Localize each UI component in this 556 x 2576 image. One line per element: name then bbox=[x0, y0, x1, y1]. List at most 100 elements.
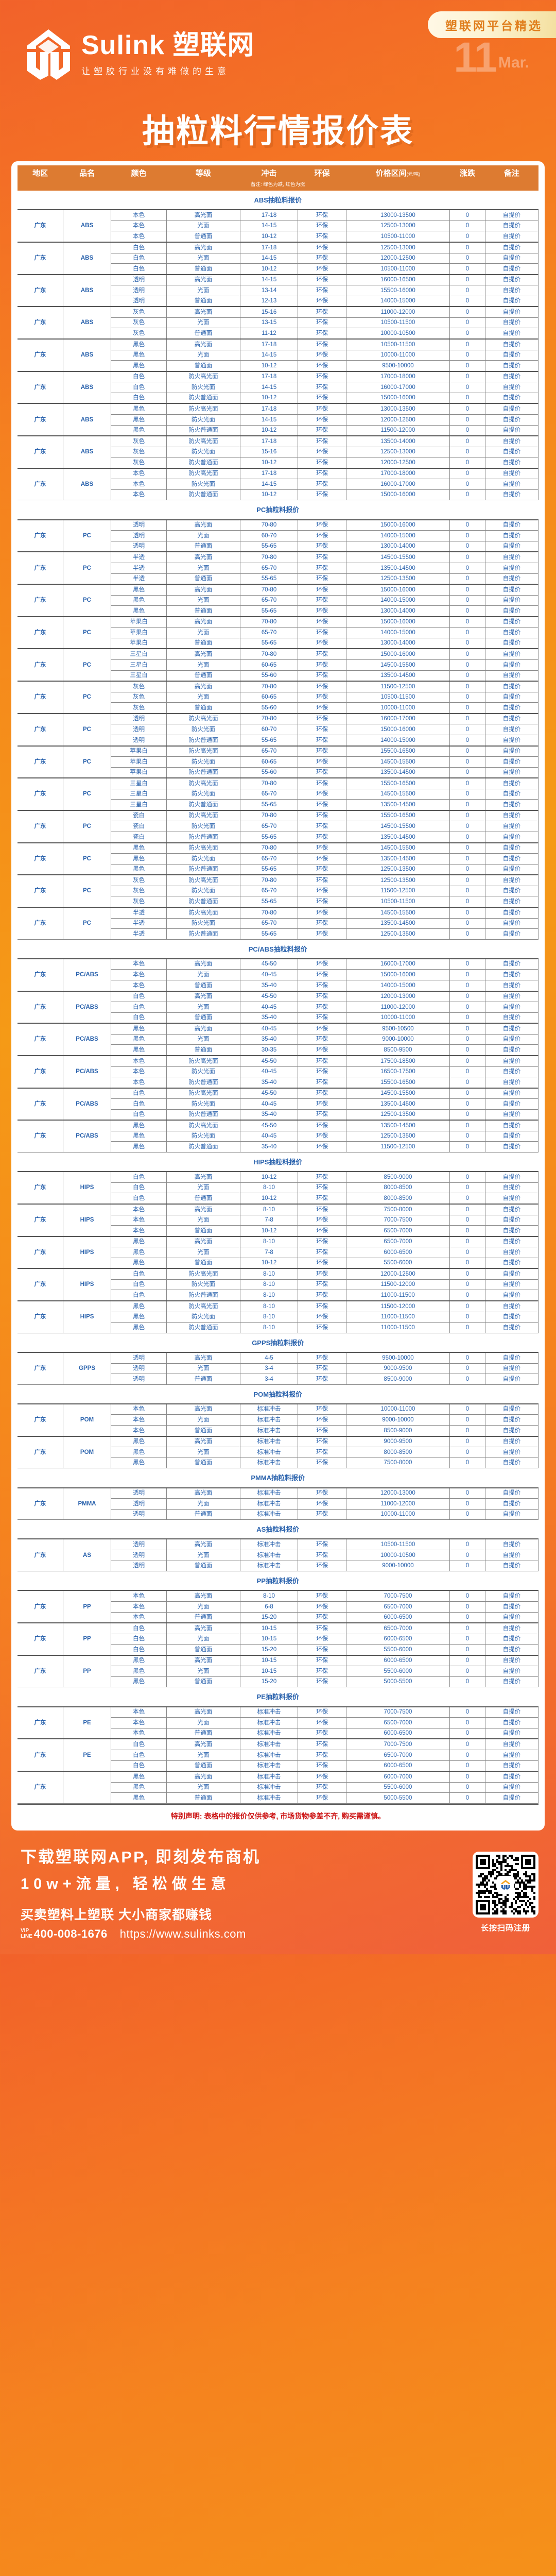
table-row: 广东 PC/ABS 白色 高光面 45-50 环保 12000-13000 0 自提价 bbox=[18, 990, 539, 1024]
cell-color: 白色 bbox=[111, 1098, 167, 1110]
cell-price: 9500-10000 bbox=[345, 360, 450, 372]
cell-price: 10500-11500 bbox=[345, 317, 450, 329]
table-row: 广东 PC/ABS 黑色 防火高光面 45-50 环保 13500-14500 0 自提价 bbox=[18, 1120, 539, 1153]
footer-subheadline: 10w+流量, 轻松做生意 bbox=[21, 1875, 231, 1892]
table-row: 透明 光面 60-70 环保 14000-15000 0 自提价 bbox=[18, 530, 539, 541]
cell-note: 自提价 bbox=[484, 1760, 539, 1772]
cell-color: 三星白 bbox=[111, 777, 167, 789]
cell-impact: 45-50 bbox=[239, 1120, 299, 1131]
table-row: 广东 PC 透明 防火高光面 70-80 环保 16000-17000 0 自提价 bbox=[18, 713, 539, 746]
cell-grade: 光面 bbox=[166, 285, 240, 296]
cell-env: 环保 bbox=[298, 252, 346, 264]
cell-note: 自提价 bbox=[484, 540, 539, 552]
cell-impact: 70-80 bbox=[239, 809, 299, 822]
cell-env: 环保 bbox=[298, 1098, 346, 1110]
cell-grade: 普通面 bbox=[166, 1727, 240, 1739]
cell-change: 0 bbox=[449, 382, 485, 393]
cell-color: 透明 bbox=[111, 295, 167, 307]
cell-color: 灰色 bbox=[111, 306, 167, 318]
table-row: 白色 普通面 35-40 环保 10000-11000 0 自提价 bbox=[18, 1012, 539, 1024]
cell-note: 自提价 bbox=[484, 1403, 539, 1415]
cell-price: 11000-12000 bbox=[345, 1498, 450, 1510]
cell-grade: 防火高光面 bbox=[166, 1120, 240, 1131]
cell-region: 广东 bbox=[18, 713, 63, 746]
cell-env: 环保 bbox=[298, 1538, 346, 1551]
cell-note: 自提价 bbox=[484, 317, 539, 329]
cell-change: 0 bbox=[449, 1403, 485, 1415]
cell-change: 0 bbox=[449, 1087, 485, 1099]
cell-price: 12000-12500 bbox=[345, 1268, 450, 1280]
col-header-color: 颜色 bbox=[111, 165, 167, 180]
cell-change: 0 bbox=[449, 584, 485, 596]
cell-color: 黑色 bbox=[111, 1457, 167, 1469]
cell-env: 环保 bbox=[298, 1457, 346, 1469]
cell-color: 半透 bbox=[111, 562, 167, 574]
cell-price: 12500-13500 bbox=[345, 863, 450, 875]
cell-product: PP bbox=[62, 1654, 112, 1688]
cell-env: 环保 bbox=[298, 446, 346, 458]
cell-note: 自提价 bbox=[484, 252, 539, 264]
qr-code[interactable] bbox=[473, 1851, 538, 1918]
cell-price: 14500-15500 bbox=[345, 756, 450, 768]
cell-env: 环保 bbox=[298, 263, 346, 275]
section-title: PMMA抽粒料报价 bbox=[18, 1468, 538, 1488]
cell-change: 0 bbox=[449, 788, 485, 800]
cell-note: 自提价 bbox=[484, 306, 539, 318]
cell-note: 自提价 bbox=[484, 1590, 539, 1602]
cell-impact: 17-18 bbox=[239, 338, 299, 350]
cell-price: 8500-9500 bbox=[345, 1044, 450, 1056]
cell-note: 自提价 bbox=[484, 1487, 539, 1499]
cell-change: 0 bbox=[449, 1771, 485, 1783]
cell-env: 环保 bbox=[298, 285, 346, 296]
cell-grade: 防火普通面 bbox=[166, 1077, 240, 1089]
cell-change: 0 bbox=[449, 1120, 485, 1131]
cell-color: 灰色 bbox=[111, 896, 167, 908]
cell-color: 本色 bbox=[111, 467, 167, 480]
table-row: 广东 PC/ABS 本色 高光面 45-50 环保 16000-17000 0 自提价 bbox=[18, 958, 539, 992]
footer-phone[interactable]: 400-008-1676 bbox=[33, 1927, 108, 1940]
cell-color: 黑色 bbox=[111, 1322, 167, 1333]
cell-grade: 普通面 bbox=[166, 231, 240, 243]
cell-grade: 防火普通面 bbox=[166, 928, 240, 940]
cell-impact: 65-70 bbox=[239, 821, 299, 832]
cell-change: 0 bbox=[449, 958, 485, 970]
cell-env: 环保 bbox=[298, 863, 346, 875]
cell-color: 黑色 bbox=[111, 1447, 167, 1458]
price-table-card: 地区 品名 颜色 等级 冲击 环保 价格区间(元/吨) 涨跌 备注 备注: 绿色… bbox=[11, 161, 545, 1831]
cell-grade: 普通面 bbox=[166, 573, 240, 585]
cell-price: 6500-7000 bbox=[345, 1749, 450, 1761]
cell-env: 环保 bbox=[298, 958, 346, 970]
table-row: 广东 PP 本色 高光面 8-10 环保 7000-7500 0 自提价 bbox=[18, 1590, 539, 1623]
col-header-change: 涨跌 bbox=[449, 165, 485, 180]
cell-price: 9000-9500 bbox=[345, 1435, 450, 1448]
cell-impact: 60-65 bbox=[239, 756, 299, 768]
cell-change: 0 bbox=[449, 928, 485, 940]
cell-region: 广东 bbox=[18, 467, 63, 501]
cell-price: 14000-15000 bbox=[345, 627, 450, 638]
cell-grade: 高光面 bbox=[166, 1023, 240, 1035]
cell-region: 广东 bbox=[18, 1435, 63, 1469]
cell-impact: 标准冲击 bbox=[239, 1738, 299, 1750]
cell-color: 本色 bbox=[111, 1706, 167, 1718]
cell-change: 0 bbox=[449, 1749, 485, 1761]
footer-url[interactable]: https://www.sulinks.com bbox=[119, 1927, 246, 1940]
cell-impact: 55-60 bbox=[239, 702, 299, 714]
cell-impact: 65-70 bbox=[239, 562, 299, 574]
cell-change: 0 bbox=[449, 1622, 485, 1634]
cell-impact: 35-40 bbox=[239, 979, 299, 992]
cell-price: 8000-8500 bbox=[345, 1193, 450, 1205]
cell-impact: 10-12 bbox=[239, 1193, 299, 1205]
cell-env: 环保 bbox=[298, 1403, 346, 1415]
cell-note: 自提价 bbox=[484, 1023, 539, 1035]
cell-price: 11000-12000 bbox=[345, 1002, 450, 1013]
cell-grade: 高光面 bbox=[166, 1487, 240, 1499]
section-header-row: AS抽粒料报价 bbox=[18, 1519, 538, 1539]
cell-price: 12000-12500 bbox=[345, 414, 450, 426]
cell-note: 自提价 bbox=[484, 1727, 539, 1739]
cell-grade: 普通面 bbox=[166, 1425, 240, 1437]
cell-change: 0 bbox=[449, 1666, 485, 1677]
table-row: 本色 光面 40-45 环保 15000-16000 0 自提价 bbox=[18, 969, 539, 980]
cell-impact: 40-45 bbox=[239, 1098, 299, 1110]
cell-price: 13500-14500 bbox=[345, 670, 450, 682]
cell-color: 透明 bbox=[111, 1509, 167, 1520]
